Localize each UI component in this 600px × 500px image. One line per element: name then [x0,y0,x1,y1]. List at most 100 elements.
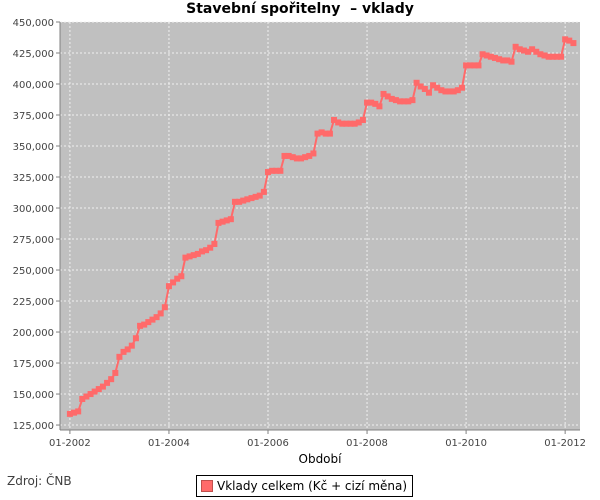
data-point [442,88,449,95]
data-point [178,273,185,280]
data-point [331,116,338,123]
data-point [388,95,395,102]
data-point [520,47,527,54]
data-point [116,353,123,360]
data-point [281,152,288,159]
data-point [170,279,177,286]
data-point [537,51,544,58]
data-point [240,197,247,204]
data-point [260,188,267,195]
y-tick-label: 300,000 [13,204,54,215]
y-tick-label: 150,000 [13,390,54,401]
axes: 125,000 150,000 175,000 200,000 225,000 250,0… [13,18,586,449]
data-point [203,247,210,254]
grid-lines [60,21,580,430]
data-point [314,130,321,137]
data-point [293,155,300,162]
data-point [339,120,346,127]
data-point [153,314,160,321]
data-point [335,119,342,126]
data-point [273,167,280,174]
data-point [252,193,259,200]
data-point [491,54,498,61]
data-point [277,167,284,174]
data-point [194,250,201,257]
data-point [104,379,111,386]
data-point [467,62,474,69]
data-point [566,37,573,44]
data-point [343,120,350,127]
data-point [504,57,511,64]
data-point [302,154,309,161]
data-point [71,409,78,416]
y-tick-label: 200,000 [13,328,54,339]
data-point [310,150,317,157]
data-point [149,316,156,323]
data-point [112,369,119,376]
data-point [471,62,478,69]
y-tick-label: 175,000 [13,359,54,370]
y-tick-label: 375,000 [13,111,54,122]
data-point [570,40,577,47]
y-tick-label: 325,000 [13,173,54,184]
data-point [487,53,494,60]
data-point [529,46,536,53]
data-point [384,93,391,100]
data-point [99,383,106,390]
data-point [446,88,453,95]
data-point [359,116,366,123]
data-point [541,52,548,59]
data-point [108,376,115,383]
data-point [392,97,399,104]
data-point [397,98,404,105]
data-point [124,346,131,353]
data-point [326,130,333,137]
chart-title: Stavební spořitelny – vklady [186,1,414,17]
data-point [95,386,102,393]
data-point [512,43,519,50]
data-point [351,120,358,127]
data-point [438,87,445,94]
data-point [231,198,238,205]
data-point [83,393,90,400]
data-point [553,53,560,60]
data-point [318,129,325,136]
legend[interactable]: Vklady celkem (Kč + cizí měna) [196,475,414,497]
data-point [269,167,276,174]
y-tick-label: 425,000 [13,49,54,60]
data-point [409,97,416,104]
data-point [190,252,197,259]
data-point [207,244,214,251]
data-point [186,253,193,260]
data-point [145,319,152,326]
data-point [285,152,292,159]
data-point [211,240,218,247]
x-tick-label: 01-2006 [247,438,289,449]
data-point [496,56,503,63]
data-point [347,120,354,127]
data-point [355,119,362,126]
data-point [298,155,305,162]
y-tick-label: 350,000 [13,142,54,153]
x-axis-label: Období [298,452,342,466]
data-point [434,84,441,91]
data-point [75,408,82,415]
data-point [421,85,428,92]
y-tick-label: 225,000 [13,297,54,308]
data-point [128,342,135,349]
data-point [256,192,263,199]
data-point [479,51,486,58]
y-tick-label: 125,000 [13,421,54,432]
data-point [223,217,230,224]
x-tick-label: 01-2004 [148,438,190,449]
source-note: Zdroj: ČNB [7,474,72,488]
data-point [425,89,432,96]
x-tick-label: 01-2012 [544,438,586,449]
data-point [87,391,94,398]
data-point [198,248,205,255]
data-point [248,195,255,202]
data-point [413,79,420,86]
y-tick-label: 275,000 [13,235,54,246]
